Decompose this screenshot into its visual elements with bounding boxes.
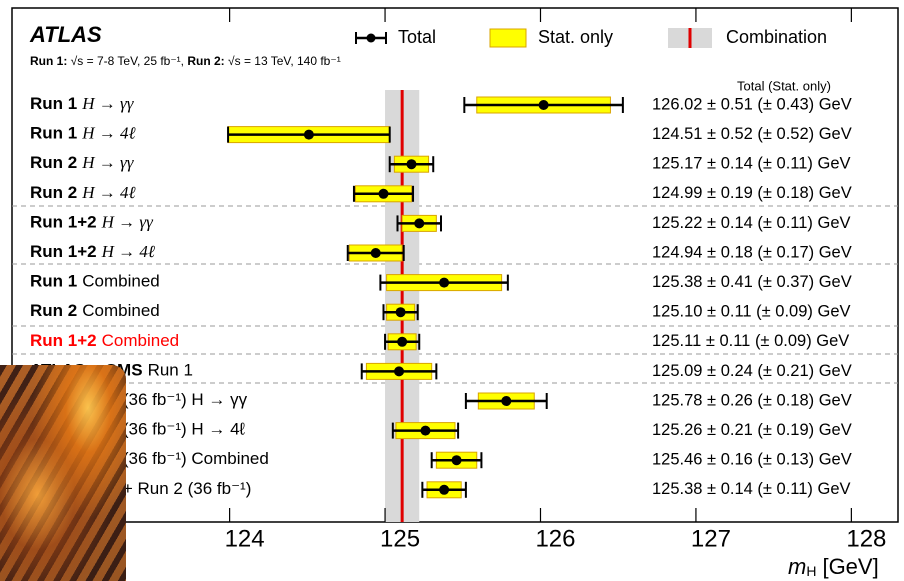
row-label-bold: Run 1+2 xyxy=(30,242,97,261)
row-label: Run 1 Combined xyxy=(30,272,160,291)
central-value xyxy=(451,455,462,466)
x-tick-label: 128 xyxy=(846,525,886,552)
legend-label: Total xyxy=(398,27,436,47)
x-label-sub: H xyxy=(806,563,816,579)
subtitle-part: Run 1: xyxy=(30,54,67,68)
row-label-text: H → γγ xyxy=(81,94,134,113)
legend-label: Stat. only xyxy=(538,27,613,47)
subtitle-part: √s = 7-8 TeV, 25 fb⁻¹, xyxy=(67,54,187,68)
central-value xyxy=(439,484,450,495)
row-label-text: Combined xyxy=(82,302,160,321)
value-label: 125.38 ± 0.14 (± 0.11) GeV xyxy=(652,480,851,498)
row-label: Run 1+2 Combined xyxy=(30,331,179,350)
chart-title: ATLAS xyxy=(29,22,102,47)
row-label-text: H → γγ xyxy=(81,153,134,172)
central-value xyxy=(378,188,389,199)
row-label-bold: Run 2 xyxy=(30,302,77,321)
row-label-bold: Run 1 xyxy=(30,272,77,291)
subtitle: Run 1: √s = 7-8 TeV, 25 fb⁻¹, Run 2: √s … xyxy=(30,54,341,68)
value-label: 125.17 ± 0.14 (± 0.11) GeV xyxy=(652,155,851,173)
row-label-bold: Run 1 xyxy=(30,94,77,113)
row-label-bold: Run 1 xyxy=(30,124,77,143)
separators xyxy=(12,205,898,384)
central-value xyxy=(538,100,549,110)
central-value xyxy=(420,425,431,436)
column-header: Total (Stat. only) xyxy=(737,78,831,93)
central-value xyxy=(394,366,405,377)
row-label-bold: Run 1+2 xyxy=(30,331,97,350)
subtitle-part: √s = 13 TeV, 140 fb⁻¹ xyxy=(225,54,341,68)
value-label: 124.99 ± 0.19 (± 0.18) GeV xyxy=(652,184,852,202)
row-label-text: H → 4ℓ xyxy=(81,183,135,202)
value-label: 126.02 ± 0.51 (± 0.43) GeV xyxy=(652,95,852,113)
x-tick-label: 125 xyxy=(380,525,420,552)
x-tick-label: 124 xyxy=(225,525,265,552)
value-label: 125.22 ± 0.14 (± 0.11) GeV xyxy=(652,214,851,232)
x-tick-label: 126 xyxy=(535,525,575,552)
row-label-text: Combined xyxy=(102,331,180,350)
row-label-bold: Run 2 xyxy=(30,183,77,202)
row-label: Run 1+2 H → 4ℓ xyxy=(30,242,155,262)
row-label-bold: Run 1+2 xyxy=(30,213,97,232)
central-value xyxy=(397,336,408,347)
value-label: 124.94 ± 0.18 (± 0.17) GeV xyxy=(652,243,852,261)
central-value xyxy=(370,248,381,258)
legend-stat-box xyxy=(489,28,527,48)
row-label: Run 1+2 H → γγ xyxy=(30,212,154,232)
central-value xyxy=(303,129,314,140)
subtitle-part: Run 2: xyxy=(187,54,224,68)
central-value xyxy=(395,307,406,318)
frame xyxy=(11,7,899,523)
central-value xyxy=(414,218,425,229)
row-label: Run 2 Combined xyxy=(30,302,160,321)
photo-overlay xyxy=(0,365,126,581)
row-label-bold: Run 2 xyxy=(30,154,77,173)
value-label: 125.11 ± 0.11 (± 0.09) GeV xyxy=(652,332,849,350)
value-label: 125.26 ± 0.21 (± 0.19) GeV xyxy=(652,421,852,439)
value-label: 124.51 ± 0.52 (± 0.52) GeV xyxy=(652,125,852,143)
value-label: 125.78 ± 0.26 (± 0.18) GeV xyxy=(652,391,852,409)
x-tick-label: 127 xyxy=(691,525,731,552)
x-axis-label: mH [GeV] xyxy=(788,554,879,579)
row-label-text: H → 4ℓ xyxy=(101,242,155,261)
value-label: 125.38 ± 0.41 (± 0.37) GeV xyxy=(652,273,852,291)
x-label-unit: [GeV] xyxy=(822,554,878,579)
legend-label: Combination xyxy=(726,27,827,47)
row-label-text: Run 1 xyxy=(148,361,193,380)
legend-total-dot xyxy=(366,33,376,43)
row-label-text: H → γγ xyxy=(101,212,154,231)
row-label-text: H → 4ℓ xyxy=(81,124,135,143)
value-label: 125.46 ± 0.16 (± 0.13) GeV xyxy=(652,451,852,469)
row-label-text: Combined xyxy=(82,272,160,291)
central-value xyxy=(501,396,512,406)
central-value xyxy=(439,277,450,288)
central-value xyxy=(406,159,417,170)
value-label: 125.09 ± 0.24 (± 0.21) GeV xyxy=(652,362,852,380)
x-label-symbol: m xyxy=(788,554,806,579)
value-label: 125.10 ± 0.11 (± 0.09) GeV xyxy=(652,303,851,321)
